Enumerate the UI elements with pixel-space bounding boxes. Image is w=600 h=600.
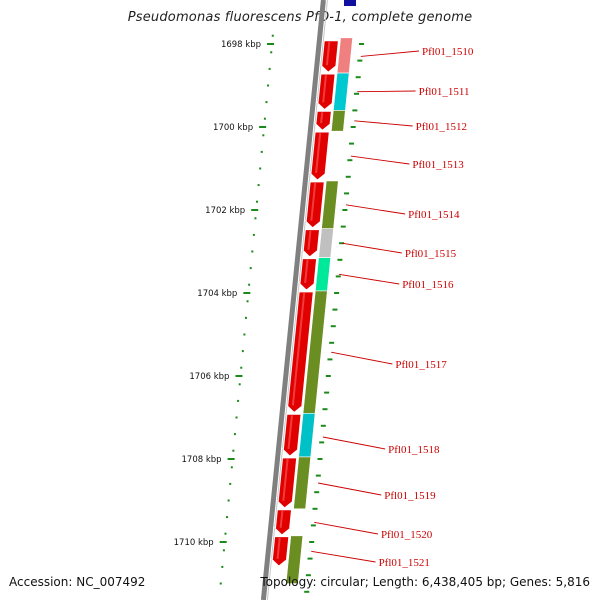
cds-highlight-0: [325, 41, 331, 66]
gene-label-8: Pfl01_1518: [388, 444, 440, 456]
scale-label-1: 1700 kbp: [213, 123, 253, 133]
cds-highlight-3: [315, 133, 322, 174]
topology-text: Topology: circular; Length: 6,438,405 bp…: [260, 575, 590, 589]
gene-leader-6: [338, 273, 400, 285]
gene-leader-3: [350, 155, 410, 165]
cds-arrow-9: [276, 457, 298, 509]
gene-label-3: Pfl01_1513: [412, 159, 464, 171]
gene-leader-0: [360, 50, 420, 57]
gene-leader-5: [342, 242, 402, 254]
gene-label-10: Pfl01_1520: [381, 529, 433, 541]
cds-highlight-5: [307, 230, 312, 250]
cog-block-9: [285, 535, 304, 584]
accession-text: Accession: NC_007492: [9, 575, 146, 589]
gene-label-11: Pfl01_1521: [379, 557, 430, 569]
gene-label-1: Pfl01_1511: [419, 86, 470, 98]
cds-arrow-3: [309, 131, 330, 181]
cog-block-3: [321, 180, 339, 229]
cds-arrow-5: [301, 229, 320, 258]
scale-label-4: 1706 kbp: [189, 372, 229, 382]
gene-leader-11: [311, 550, 376, 563]
cog-block-0: [336, 37, 353, 74]
cds-highlight-8: [287, 415, 293, 450]
cds-layer: [270, 40, 339, 567]
cds-arrow-7: [285, 291, 314, 413]
cds-arrow-4: [304, 181, 325, 229]
scale-layer: 1698 kbp 1700 kbp 1702 kbp 1704 kbp 1706 kbp…: [174, 40, 274, 548]
gene-label-4: Pfl01_1514: [408, 209, 460, 221]
gene-leader-8: [322, 436, 386, 450]
backbone-inner-line: [266, 0, 328, 600]
gene-leader-4: [345, 204, 406, 215]
gene-label-2: Pfl01_1512: [416, 121, 467, 133]
gene-leader-1: [357, 90, 416, 93]
top-blue-feature: [344, 0, 356, 6]
cds-highlight-7: [291, 292, 306, 406]
cds-highlight-6: [304, 259, 309, 284]
gene-leader-7: [331, 351, 393, 365]
cds-highlight-11: [276, 537, 281, 560]
label-layer: Pfl01_1510 Pfl01_1511 Pfl01_1512 Pfl01_1513…: [311, 46, 474, 569]
scale-label-6: 1710 kbp: [174, 538, 214, 548]
cog-block-5: [314, 257, 331, 292]
gene-label-9: Pfl01_1519: [384, 490, 436, 502]
cds-arrow-6: [298, 258, 317, 291]
scale-label-2: 1702 kbp: [205, 206, 245, 216]
tick-layer: [219, 34, 364, 593]
cds-arrow-10: [273, 509, 292, 536]
scale-label-0: 1698 kbp: [221, 40, 261, 50]
cds-arrow-2: [314, 111, 333, 131]
cds-highlight-4: [310, 182, 317, 221]
cds-highlight-9: [282, 458, 289, 501]
gene-label-7: Pfl01_1517: [395, 359, 447, 371]
gene-label-5: Pfl01_1515: [405, 248, 457, 260]
cog-block-7: [298, 413, 316, 458]
cog-block-2: [330, 110, 346, 132]
scale-label-3: 1704 kbp: [197, 289, 237, 299]
cog-block-1: [333, 72, 350, 111]
gene-leader-2: [354, 120, 413, 127]
backbone-ring: [260, 0, 326, 600]
map-title: Pseudomonas fluorescens PfO-1, complete …: [127, 10, 473, 25]
cds-highlight-10: [279, 510, 284, 528]
cog-layer: [285, 37, 353, 584]
cog-block-8: [293, 456, 312, 510]
cds-highlight-2: [320, 112, 324, 124]
gene-leader-9: [318, 482, 382, 496]
gene-label-0: Pfl01_1510: [422, 46, 474, 58]
cds-highlight-1: [322, 74, 327, 103]
backbone-layer: [260, 0, 356, 600]
cog-block-4: [318, 228, 334, 259]
cds-arrow-0: [319, 40, 339, 73]
cds-arrow-11: [270, 536, 290, 567]
gene-label-6: Pfl01_1516: [402, 279, 454, 291]
cds-arrow-1: [316, 73, 336, 110]
cds-arrow-8: [281, 413, 302, 457]
scale-label-5: 1708 kbp: [182, 455, 222, 465]
gene-leader-10: [314, 521, 379, 535]
